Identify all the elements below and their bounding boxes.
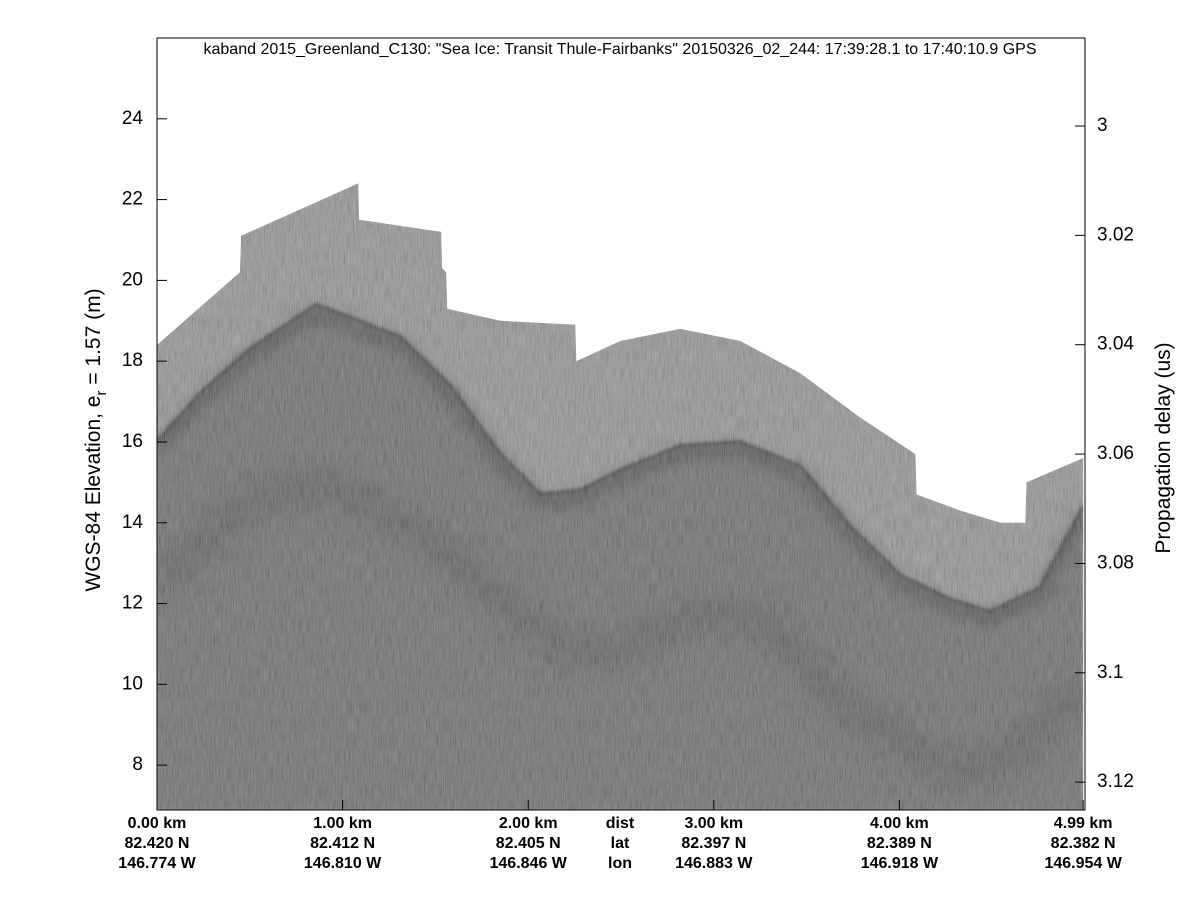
- y-tick-label: 8: [132, 754, 143, 775]
- y2-tick-label: 3: [1097, 115, 1108, 136]
- y2-axis-label: Propagation delay (us): [1152, 342, 1175, 553]
- y-tick-label: 16: [122, 431, 143, 452]
- y-tick-label: 12: [122, 593, 143, 614]
- y2-tick-label: 3.08: [1097, 552, 1134, 573]
- lat-label: 82.420 N: [125, 835, 190, 852]
- y-tick-label: 22: [122, 189, 143, 210]
- lon-label: 146.918 W: [861, 855, 939, 872]
- lon-label: 146.883 W: [675, 855, 753, 872]
- chart-title: kaband 2015_Greenland_C130: "Sea Ice: Tr…: [204, 41, 1037, 58]
- lon-label: 146.774 W: [118, 855, 196, 872]
- y-tick-label: 24: [122, 108, 144, 129]
- row-label: lat: [611, 835, 630, 852]
- y2-tick-label: 3.1: [1097, 662, 1123, 683]
- lat-label: 82.382 N: [1051, 835, 1116, 852]
- y-tick-label: 14: [122, 512, 144, 533]
- echogram: [157, 183, 1084, 810]
- x-tick-label: 3.00 km: [684, 815, 743, 832]
- lon-label: 146.954 W: [1044, 855, 1122, 872]
- lon-label: 146.810 W: [304, 855, 382, 872]
- x-tick-label: 4.00 km: [870, 815, 929, 832]
- y2-tick-label: 3.06: [1097, 443, 1134, 464]
- y-tick-label: 10: [122, 673, 143, 694]
- speckle: [157, 183, 1084, 810]
- x-tick-label: 0.00 km: [128, 815, 187, 832]
- y-axis-label: WGS-84 Elevation, er = 1.57 (m): [82, 288, 110, 591]
- y-label-subscript: r: [93, 391, 110, 396]
- lat-label: 82.389 N: [867, 835, 932, 852]
- y2-tick-label: 3.12: [1097, 771, 1134, 792]
- row-label: dist: [606, 815, 635, 832]
- x-tick-label: 4.99 km: [1054, 815, 1113, 832]
- row-label: lon: [608, 855, 632, 872]
- lat-label: 82.412 N: [310, 835, 375, 852]
- lat-label: 82.397 N: [681, 835, 746, 852]
- lon-label: 146.846 W: [490, 855, 568, 872]
- y-tick-label: 18: [122, 350, 143, 371]
- y2-tick-label: 3.04: [1097, 334, 1134, 355]
- y-label-tail: = 1.57 (m): [82, 288, 105, 390]
- y-tick-label: 20: [122, 269, 143, 290]
- plot-frame: [156, 37, 1086, 811]
- y-label-main: WGS-84 Elevation, e: [82, 396, 105, 592]
- y2-tick-label: 3.02: [1097, 224, 1134, 245]
- x-tick-label: 1.00 km: [313, 815, 372, 832]
- x-tick-label: 2.00 km: [499, 815, 558, 832]
- lat-label: 82.405 N: [496, 835, 561, 852]
